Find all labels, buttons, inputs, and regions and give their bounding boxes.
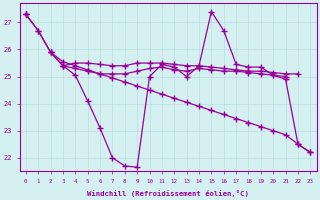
X-axis label: Windchill (Refroidissement éolien,°C): Windchill (Refroidissement éolien,°C) (87, 190, 249, 197)
